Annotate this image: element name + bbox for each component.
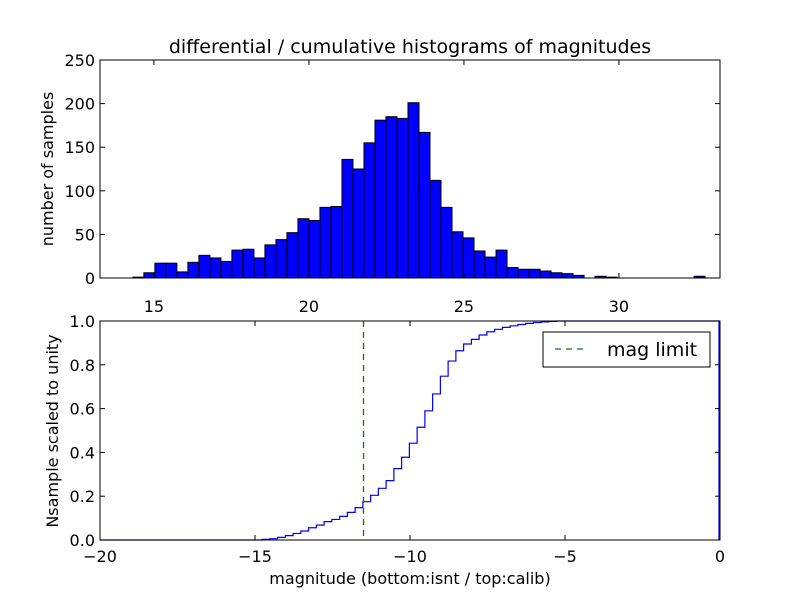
- histogram-bar: [385, 116, 398, 279]
- x-tick-label: −15: [238, 547, 272, 566]
- y-tick-label: 0.0: [70, 531, 95, 550]
- y-tick-label: 0.2: [70, 487, 95, 506]
- histogram-bar: [341, 158, 354, 279]
- histogram-axes: 0 50 100 150 200 250 15 20 25 30: [64, 51, 721, 316]
- top-axes-frame: [99, 59, 721, 279]
- x-tick-label: 25: [454, 297, 474, 316]
- histogram-bar: [407, 102, 420, 279]
- histogram-bar: [528, 268, 541, 279]
- histogram-bar: [176, 271, 189, 279]
- histogram-bar: [539, 270, 552, 279]
- histogram-bar: [451, 231, 464, 279]
- bottom-y-axis-label: Nsample scaled to unity: [43, 334, 62, 527]
- histogram-bar: [308, 219, 321, 279]
- legend-mag-limit-label: mag limit: [607, 339, 697, 361]
- histogram-bar: [253, 257, 266, 279]
- histogram-bar: [220, 260, 233, 279]
- bottom-x-axis-label: magnitude (bottom:isnt / top:calib): [269, 569, 550, 588]
- histogram-bar: [429, 179, 442, 279]
- histogram-bar: [231, 249, 244, 279]
- histogram-bar: [440, 206, 453, 279]
- y-tick-label: 0.8: [70, 356, 95, 375]
- histogram-bar: [154, 262, 167, 279]
- histogram-bar: [209, 257, 222, 279]
- y-tick-label: 50: [75, 225, 95, 244]
- x-tick-label: 20: [299, 297, 319, 316]
- histogram-bar: [264, 244, 277, 279]
- y-tick-label: 0.4: [70, 443, 95, 462]
- y-tick-label: 100: [64, 182, 95, 201]
- histogram-bar: [187, 261, 200, 279]
- histogram-bar: [198, 254, 211, 279]
- top-y-axis-label: number of samples: [38, 92, 57, 247]
- histogram-bar: [286, 232, 299, 279]
- x-tick-label: −20: [83, 547, 117, 566]
- histogram-bar: [517, 268, 530, 279]
- histogram-bar: [330, 205, 343, 279]
- histogram-bar: [275, 239, 288, 279]
- histogram-bar: [242, 248, 255, 279]
- histogram-bar: [165, 262, 178, 279]
- y-tick-label: 200: [64, 95, 95, 114]
- cumulative-line: [100, 320, 720, 541]
- x-tick-label: 30: [609, 297, 629, 316]
- y-tick-label: 250: [64, 51, 95, 70]
- histogram-bar: [143, 272, 156, 279]
- histogram-bar: [363, 142, 376, 279]
- x-tick-label: −5: [553, 547, 577, 566]
- histogram-bar: [418, 131, 431, 279]
- y-tick-label: 0.6: [70, 400, 95, 419]
- cumulative-axes: 0.0 0.2 0.4 0.6 0.8 1.0 −20 −15 −10 −5 0: [70, 312, 726, 566]
- x-tick-label: −10: [393, 547, 427, 566]
- y-tick-label: 1.0: [70, 312, 95, 331]
- histogram-bar: [506, 267, 519, 279]
- x-tick-label: 0: [715, 547, 725, 566]
- x-tick-label: 15: [144, 297, 164, 316]
- histogram-bar: [297, 218, 310, 279]
- y-tick-label: 150: [64, 138, 95, 157]
- histogram-bar: [495, 249, 508, 279]
- histogram-bar: [473, 250, 486, 279]
- histogram-bar: [374, 119, 387, 279]
- histogram-bar: [550, 272, 563, 279]
- histogram-bar: [462, 237, 475, 279]
- chart-title: differential / cumulative histograms of …: [169, 36, 651, 58]
- histogram-bar: [352, 168, 365, 279]
- histogram-bar: [319, 206, 332, 279]
- histogram-bar: [561, 273, 574, 279]
- y-tick-label: 0: [85, 269, 95, 288]
- histogram-bar: [484, 256, 497, 279]
- histogram-bar: [396, 117, 409, 279]
- legend: mag limit: [542, 331, 711, 368]
